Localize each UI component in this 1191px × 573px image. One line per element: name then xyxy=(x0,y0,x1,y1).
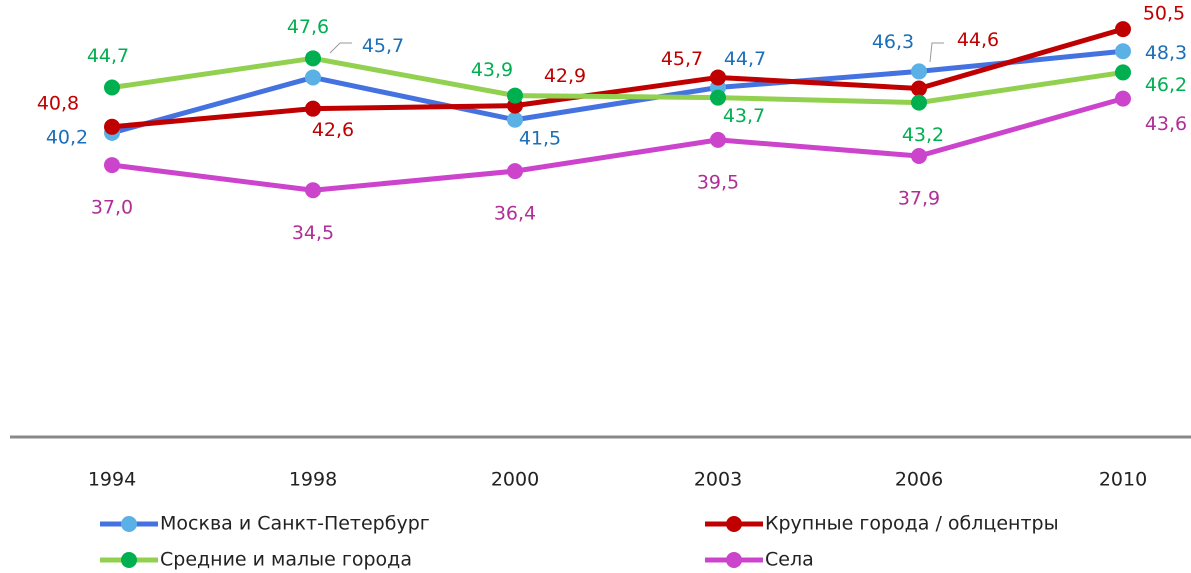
marker xyxy=(305,50,321,67)
data-label: 37,0 xyxy=(91,197,133,219)
legend-marker xyxy=(121,516,137,532)
data-label: 41,5 xyxy=(519,127,561,149)
marker xyxy=(104,118,120,135)
data-label: 44,7 xyxy=(724,48,766,70)
legend-label: Средние и малые города xyxy=(160,549,412,571)
x-tick-label: 2010 xyxy=(1099,469,1147,491)
series-line xyxy=(111,48,1124,136)
data-label: 48,3 xyxy=(1145,42,1187,64)
legend-label: Москва и Санкт-Петербург xyxy=(160,513,430,535)
x-tick-label: 1998 xyxy=(289,469,337,491)
marker xyxy=(710,89,726,106)
marker xyxy=(911,148,927,165)
marker xyxy=(104,157,120,174)
data-label: 45,7 xyxy=(362,35,404,57)
legend-label: Села xyxy=(765,549,814,571)
data-label: 42,9 xyxy=(544,65,586,87)
marker xyxy=(305,182,321,199)
data-label: 34,5 xyxy=(292,222,334,244)
marker xyxy=(1115,64,1131,81)
marker xyxy=(710,69,726,86)
data-label: 42,6 xyxy=(312,119,354,141)
x-tick-label: 2000 xyxy=(491,469,539,491)
data-label: 40,8 xyxy=(37,92,79,114)
marker xyxy=(1115,43,1131,60)
data-label: 50,5 xyxy=(1143,3,1185,25)
marker xyxy=(911,80,927,97)
data-label: 36,4 xyxy=(494,203,536,225)
marker xyxy=(305,69,321,86)
legend-marker xyxy=(726,516,742,532)
x-tick-label: 1994 xyxy=(88,469,136,491)
legend-marker xyxy=(121,552,137,568)
leader-line xyxy=(329,42,352,54)
data-label: 47,6 xyxy=(287,16,329,38)
series-line xyxy=(111,26,1124,130)
series-line xyxy=(111,55,1124,106)
data-label: 45,7 xyxy=(661,48,703,70)
marker xyxy=(911,94,927,111)
marker xyxy=(507,87,523,104)
legend-marker xyxy=(726,552,742,568)
marker xyxy=(104,79,120,96)
data-label: 43,2 xyxy=(902,124,944,146)
data-label: 43,6 xyxy=(1145,113,1187,135)
data-label: 37,9 xyxy=(898,188,940,210)
marker xyxy=(507,111,523,128)
data-label: 44,7 xyxy=(87,45,129,67)
marker xyxy=(1115,90,1131,107)
data-label: 39,5 xyxy=(697,171,739,193)
marker xyxy=(911,63,927,80)
data-label: 46,3 xyxy=(872,31,914,53)
series-line xyxy=(111,96,1124,193)
marker xyxy=(305,100,321,117)
legend-label: Крупные города / облцентры xyxy=(765,513,1059,535)
marker xyxy=(1115,21,1131,38)
data-label: 43,7 xyxy=(723,105,765,127)
data-label: 40,2 xyxy=(46,126,88,148)
x-tick-label: 2006 xyxy=(895,469,943,491)
data-label: 44,6 xyxy=(957,29,999,51)
data-label: 46,2 xyxy=(1145,74,1187,96)
marker xyxy=(710,131,726,148)
marker xyxy=(507,163,523,180)
leader-line xyxy=(929,42,944,63)
x-tick-label: 2003 xyxy=(694,469,742,491)
data-label: 43,9 xyxy=(471,59,513,81)
